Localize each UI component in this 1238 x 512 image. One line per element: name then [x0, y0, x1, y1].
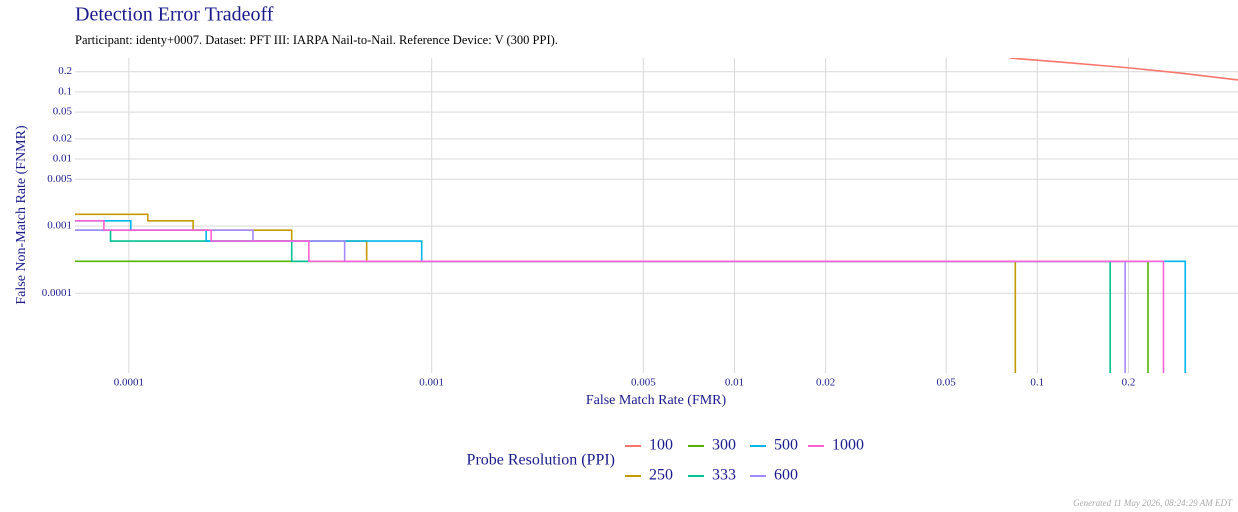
- x-tick-label: 0.0001: [114, 377, 144, 389]
- axes: 0.0001 0.001 0.005 0.01 0.02 0.05 0.1 0.2 0.2 0.1…: [42, 65, 1136, 388]
- legend-label: 100: [649, 437, 673, 454]
- legend: 100 250 300 333 500 600 1000: [625, 437, 864, 484]
- series-line: [1009, 58, 1238, 81]
- legend-label: 333: [712, 467, 736, 484]
- series-lines: [75, 58, 1238, 373]
- x-tick-label: 0.01: [725, 377, 744, 389]
- footer: Generated 11 May 2026, 08:24:29 AM EDT: [1073, 498, 1233, 508]
- x-axis-label: False Match Rate (FMR): [586, 393, 727, 408]
- x-tick-label: 0.1: [1030, 377, 1044, 389]
- x-tick-label: 0.05: [937, 377, 957, 389]
- y-tick-label: 0.01: [53, 153, 72, 165]
- plot-panel: [75, 58, 1238, 373]
- y-tick-label: 0.001: [47, 220, 72, 232]
- x-tick-label: 0.02: [816, 377, 835, 389]
- x-tick-label: 0.001: [419, 377, 444, 389]
- y-tick-label: 0.0001: [42, 287, 72, 299]
- legend-title: Probe Resolution (PPI): [467, 452, 615, 469]
- x-tick-label: 0.005: [631, 377, 656, 389]
- chart-subtitle: Participant: identy+0007. Dataset: PFT I…: [75, 33, 558, 47]
- x-tick-label: 0.2: [1122, 377, 1136, 389]
- chart-title: Detection Error Tradeoff: [75, 4, 274, 26]
- series-line: [75, 220, 1165, 373]
- y-tick-label: 0.02: [53, 132, 72, 144]
- legend-label: 300: [712, 437, 736, 454]
- legend-label: 250: [649, 467, 673, 484]
- legend-label: 500: [774, 437, 798, 454]
- legend-label: 1000: [832, 437, 864, 454]
- legend-label: 600: [774, 467, 798, 484]
- y-axis-label: False Non-Match Rate (FNMR): [14, 125, 29, 305]
- y-tick-label: 0.1: [58, 85, 72, 97]
- y-tick-label: 0.005: [47, 173, 72, 185]
- y-tick-label: 0.2: [58, 65, 72, 77]
- y-tick-label: 0.05: [53, 106, 73, 118]
- grid: [75, 58, 1238, 373]
